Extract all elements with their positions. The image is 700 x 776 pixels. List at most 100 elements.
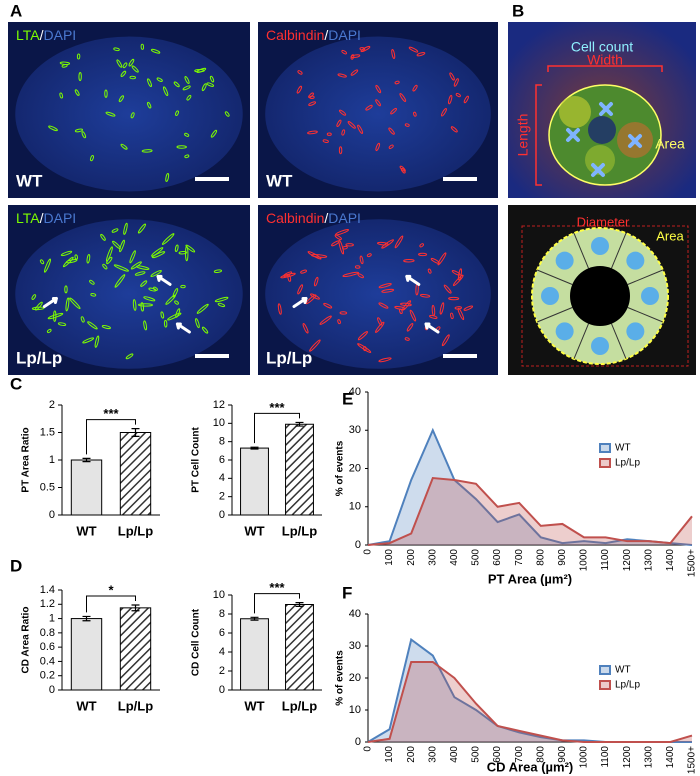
x-tick-label: 700 [514,746,525,763]
error-bar [250,446,259,450]
tubule [335,229,350,236]
tubule [337,319,341,325]
significance-bracket [86,595,136,613]
x-tick-label: 1300 [643,549,654,572]
cell-nucleus [541,287,559,305]
tubule [173,81,180,88]
y-tick-label: 0.2 [40,670,55,682]
tubule [357,124,364,134]
x-tick-label: 900 [557,549,568,566]
cell-nucleus [626,322,645,341]
bar [285,423,314,516]
x-tick-label: 1500+ [687,746,698,774]
tubule [360,45,371,53]
tubule [90,155,94,162]
tubule [334,234,342,241]
y-tick-label: 0.4 [40,655,55,667]
tubule [129,250,136,264]
tubule [302,323,309,334]
tubule [150,48,161,54]
y-tick-label: 8 [219,608,225,620]
tubule [404,123,410,127]
x-tick-label: Lp/Lp [118,523,153,538]
cell-nucleus [626,251,645,270]
tubule [137,223,147,234]
tubule [350,69,359,76]
y-axis-label: CD Area Ratio [21,607,32,674]
tubule [113,47,120,52]
error-bar [295,421,304,427]
tubule [308,101,317,106]
x-tick-label: 0 [363,746,374,752]
y-tick-label: 6 [219,627,225,639]
panel-labels: A B C D E F [10,1,524,602]
cell-nucleus [555,322,574,341]
tubule [150,270,162,277]
tubule [463,95,469,104]
tubule [399,165,406,172]
tubule [111,228,119,233]
x-tick-label: 1100 [600,549,611,571]
tubule [120,70,127,77]
panel-label: A [10,1,22,20]
bar [240,618,269,691]
stain-label: Calbindin/DAPI [266,27,361,43]
tubule [100,233,106,241]
tubule [449,72,455,81]
tubule [309,339,321,352]
bar [240,447,269,516]
genotype-label: Lp/Lp [16,348,62,367]
significance-bracket [86,419,136,455]
tubule [186,94,192,101]
tubule [427,268,432,274]
cell-border [627,269,664,285]
error-bar [131,604,140,612]
cell-border [536,269,573,285]
y-tick-label: 12 [213,399,225,411]
tubule [311,254,328,258]
cell-nucleus [591,237,609,255]
tubule [455,92,461,98]
x-tick-label: 500 [471,549,482,566]
tubule [184,132,190,137]
tissue [15,36,243,192]
x-tick-label: 0 [363,549,374,555]
tubule [378,283,392,289]
tubule [175,308,181,318]
tubule [82,337,95,344]
tubule [283,271,293,277]
tubule [74,128,84,133]
significance-label: *** [269,400,285,415]
error-bar [82,457,91,463]
y-tick-label: 0 [49,684,55,696]
tubule [357,273,364,279]
x-tick-label: 1000 [579,549,590,572]
tubule [176,145,187,149]
tubule [399,92,407,102]
tubule [106,256,113,265]
arrow [292,297,308,308]
tubule [61,64,68,68]
tubule [409,309,417,322]
tubule [184,154,190,159]
tubule [141,149,153,153]
x-tick-label: WT [244,698,264,713]
error-bar [82,615,91,622]
diagram-label: Width [587,52,623,68]
tubule [326,132,332,136]
tubule [338,109,347,116]
tubule [167,312,182,321]
tubule [403,259,415,263]
tubule [105,111,116,117]
x-tick-label: 1200 [622,549,633,572]
tubule [437,252,447,266]
bar [285,604,314,691]
tubule [140,302,145,312]
tubule [101,325,111,330]
x-tick-label: 400 [449,746,460,763]
panel-label: B [512,1,524,20]
cell-marker [628,134,642,148]
tubule [419,293,431,298]
stain-part: / [324,210,328,226]
tubule [307,130,318,135]
